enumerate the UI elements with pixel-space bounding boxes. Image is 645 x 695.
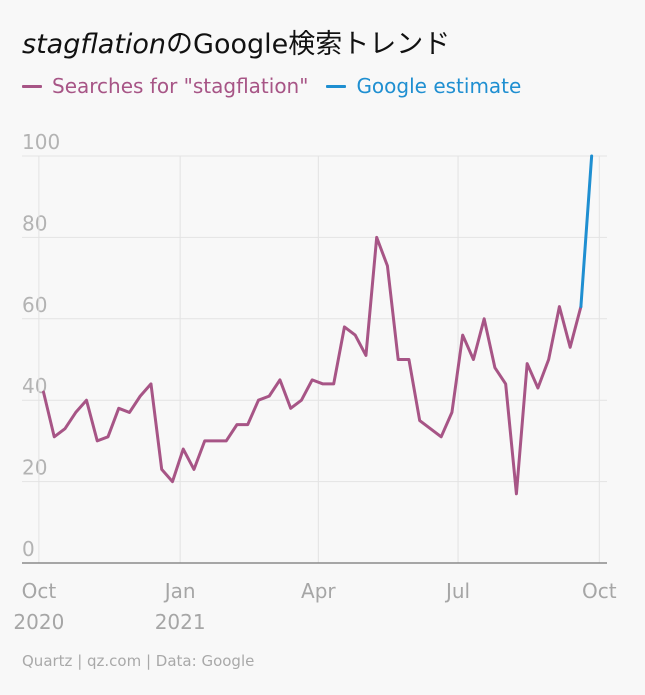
chart-title-italic: stagflation: [22, 29, 167, 60]
chart-title: stagflationのGoogle検索トレンド: [22, 22, 450, 61]
series-line-estimate: [579, 154, 594, 309]
y-tick-label: 60: [22, 293, 47, 317]
source-footer: Quartz | qz.com | Data: Google: [22, 652, 255, 670]
x-tick-label: Jul: [444, 579, 470, 603]
y-tick-label: 20: [22, 456, 47, 480]
y-tick-label: 100: [22, 130, 60, 154]
series-line-searches: [42, 235, 583, 496]
x-tick-label: Oct: [582, 579, 617, 603]
legend-item-searches: Searches for "stagflation": [22, 74, 308, 98]
y-tick-label: 80: [22, 211, 47, 235]
x-tick-sublabel: 2021: [155, 610, 206, 634]
x-tick-label: Oct: [22, 579, 57, 603]
legend-label-searches: Searches for "stagflation": [52, 74, 309, 98]
legend-swatch-searches: [22, 84, 42, 88]
chart-title-rest: のGoogle検索トレンド: [166, 29, 451, 60]
x-tick-label: Jan: [163, 579, 196, 603]
x-tick-sublabel: 2020: [13, 610, 64, 634]
legend-item-estimate: Google estimate: [326, 74, 521, 98]
y-tick-label: 0: [22, 537, 35, 561]
legend-label-estimate: Google estimate: [356, 74, 522, 98]
legend-swatch-estimate: [326, 84, 347, 88]
x-tick-label: Apr: [301, 579, 336, 603]
legend: Searches for "stagflation" Google estima…: [22, 74, 521, 98]
